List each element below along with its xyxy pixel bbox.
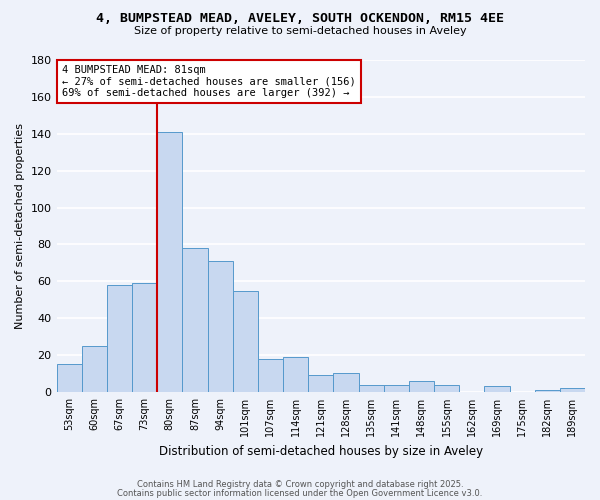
Bar xyxy=(484,386,509,392)
Text: 4, BUMPSTEAD MEAD, AVELEY, SOUTH OCKENDON, RM15 4EE: 4, BUMPSTEAD MEAD, AVELEY, SOUTH OCKENDO… xyxy=(96,12,504,26)
Bar xyxy=(258,358,283,392)
Bar xyxy=(409,381,434,392)
Bar xyxy=(535,390,560,392)
Bar xyxy=(334,374,359,392)
Bar xyxy=(560,388,585,392)
Bar xyxy=(82,346,107,392)
Bar xyxy=(107,285,132,392)
Bar xyxy=(359,384,383,392)
X-axis label: Distribution of semi-detached houses by size in Aveley: Distribution of semi-detached houses by … xyxy=(159,444,483,458)
Bar xyxy=(383,384,409,392)
Bar xyxy=(157,132,182,392)
Bar xyxy=(208,261,233,392)
Bar xyxy=(233,290,258,392)
Bar xyxy=(132,283,157,392)
Text: Contains public sector information licensed under the Open Government Licence v3: Contains public sector information licen… xyxy=(118,489,482,498)
Bar xyxy=(434,384,459,392)
Bar xyxy=(56,364,82,392)
Bar xyxy=(182,248,208,392)
Bar xyxy=(283,357,308,392)
Bar xyxy=(308,376,334,392)
Text: 4 BUMPSTEAD MEAD: 81sqm
← 27% of semi-detached houses are smaller (156)
69% of s: 4 BUMPSTEAD MEAD: 81sqm ← 27% of semi-de… xyxy=(62,65,356,98)
Y-axis label: Number of semi-detached properties: Number of semi-detached properties xyxy=(15,123,25,329)
Text: Size of property relative to semi-detached houses in Aveley: Size of property relative to semi-detach… xyxy=(134,26,466,36)
Text: Contains HM Land Registry data © Crown copyright and database right 2025.: Contains HM Land Registry data © Crown c… xyxy=(137,480,463,489)
